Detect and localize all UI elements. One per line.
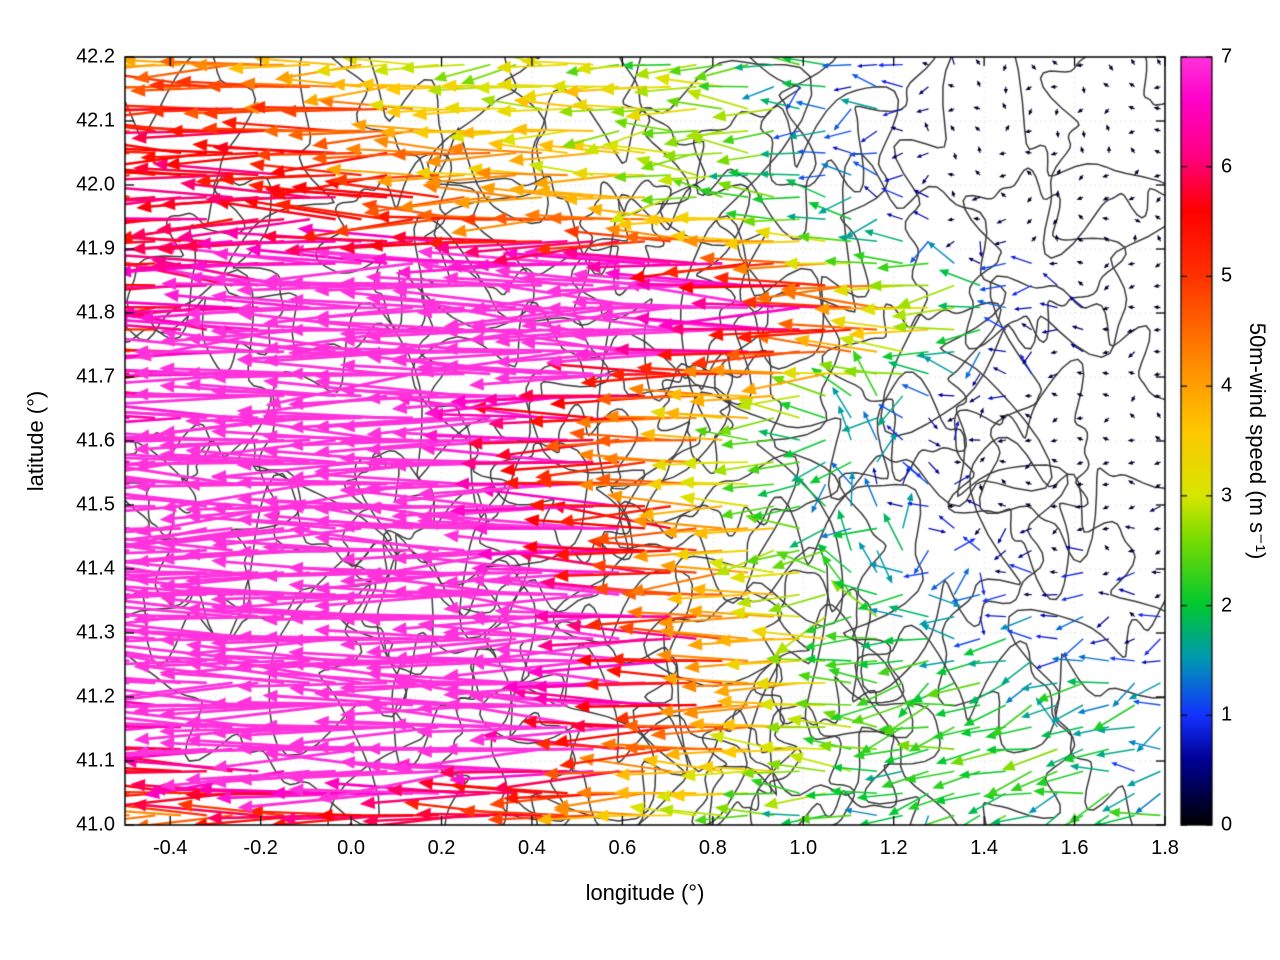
colorbar-tick-label: 5 — [1221, 264, 1233, 287]
y-tick-label: 41.3 — [76, 621, 115, 644]
y-axis-label: latitude (°) — [23, 390, 48, 492]
y-tick-label: 42.2 — [76, 45, 115, 68]
y-tick-label: 41.9 — [76, 237, 115, 260]
x-tick-label: 1.8 — [1151, 837, 1179, 859]
x-tick-label: 1.0 — [789, 837, 818, 859]
colorbar-tick-label: 7 — [1221, 45, 1233, 68]
y-tick-label: 41.4 — [76, 557, 115, 580]
x-tick-label: -0.2 — [243, 837, 278, 859]
y-tick-label: 41.7 — [76, 365, 115, 388]
y-tick-label: 41.2 — [76, 685, 115, 708]
x-tick-label: 0.0 — [337, 837, 365, 859]
colorbar-tick-label: 6 — [1221, 155, 1233, 178]
y-tick-label: 41.0 — [76, 813, 115, 836]
colorbar-tick-label: 3 — [1221, 484, 1233, 507]
x-tick-label: 0.6 — [608, 837, 637, 859]
x-tick-label: 1.6 — [1060, 837, 1089, 859]
x-tick-label: -0.4 — [152, 837, 188, 859]
y-tick-label: 41.1 — [76, 749, 115, 772]
colorbar-tick-label: 2 — [1221, 594, 1233, 617]
x-tick-label: 0.2 — [427, 837, 456, 859]
x-tick-label: 1.4 — [970, 837, 999, 859]
x-axis-label: longitude (°) — [585, 880, 705, 905]
colorbar-tick-label: 1 — [1221, 703, 1233, 726]
y-tick-label: 42.1 — [76, 109, 115, 132]
y-tick-label: 41.5 — [76, 493, 115, 516]
x-tick-label: 1.2 — [879, 837, 908, 859]
y-tick-label: 41.8 — [76, 301, 115, 324]
x-tick-label: 0.4 — [518, 837, 546, 859]
colorbar-label: 50m-wind speed (m s⁻¹) — [1245, 322, 1270, 560]
x-tick-label: 0.8 — [698, 837, 727, 859]
colorbar-tick-label: 0 — [1221, 813, 1233, 836]
y-tick-label: 42.0 — [76, 173, 115, 196]
colorbar-tick-label: 4 — [1221, 374, 1233, 397]
y-tick-label: 41.6 — [76, 429, 115, 452]
